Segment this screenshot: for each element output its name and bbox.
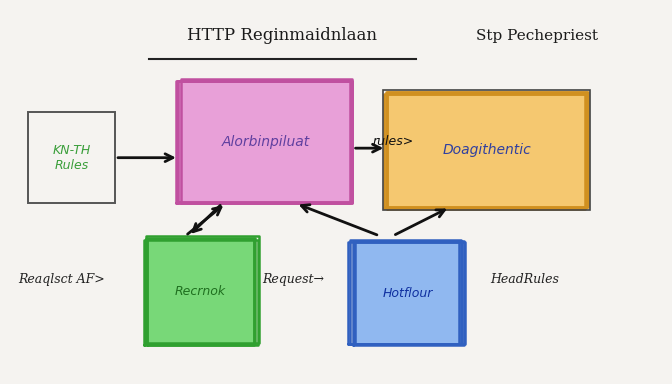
Bar bbox=[386, 93, 587, 207]
Text: rules>: rules> bbox=[373, 135, 414, 148]
Text: KN-TH
Rules: KN-TH Rules bbox=[52, 144, 91, 172]
Text: Hotflour: Hotflour bbox=[383, 286, 433, 300]
Text: Stp Pechepriest: Stp Pechepriest bbox=[476, 29, 598, 43]
Text: HTTP Reginmaidnlaan: HTTP Reginmaidnlaan bbox=[187, 27, 378, 44]
Bar bbox=[179, 81, 353, 204]
Text: HeadRules: HeadRules bbox=[490, 273, 559, 286]
Text: Reaqlsct AF>: Reaqlsct AF> bbox=[18, 273, 105, 286]
Text: Doagithentic: Doagithentic bbox=[442, 143, 531, 157]
Bar bbox=[145, 238, 255, 344]
Text: Alorbinpiluat: Alorbinpiluat bbox=[222, 136, 310, 149]
Text: Request→: Request→ bbox=[262, 273, 325, 286]
Bar bbox=[383, 90, 590, 210]
Bar bbox=[353, 242, 463, 344]
Text: Recrnok: Recrnok bbox=[175, 285, 226, 298]
Bar bbox=[28, 112, 115, 204]
